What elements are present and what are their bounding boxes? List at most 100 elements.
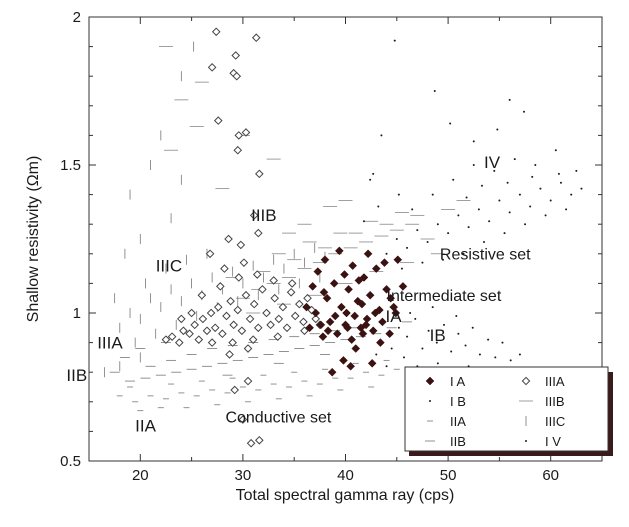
data-point-ia — [351, 344, 361, 353]
set-label: Resistive set — [440, 247, 531, 264]
data-point-ia — [344, 284, 353, 294]
data-point-ia — [308, 282, 318, 291]
data-point-iiia — [216, 282, 225, 291]
data-point-ib — [478, 353, 481, 356]
data-point-ia — [363, 249, 373, 259]
data-point-iiia — [234, 273, 244, 282]
legend-marker — [429, 400, 431, 402]
data-point-iiia — [245, 314, 255, 324]
data-point-iv — [467, 226, 470, 229]
data-point-iv — [544, 214, 547, 217]
legend-label: IIA — [450, 414, 466, 429]
data-point-iiia — [295, 299, 304, 309]
data-point-ia — [337, 302, 346, 312]
data-point-iv — [565, 208, 568, 211]
group-label: IB — [430, 326, 446, 345]
data-point-iiia — [194, 335, 204, 344]
data-point-iiia — [251, 33, 261, 43]
data-point-iv — [452, 178, 455, 181]
data-point-iv — [531, 175, 534, 178]
x-axis-title: Total spectral gamma ray (cps) — [236, 487, 455, 504]
data-point-iiia — [222, 311, 231, 321]
legend-label: IIIB — [545, 394, 565, 409]
x-tick-label: 40 — [337, 467, 354, 484]
data-point-ib — [409, 312, 412, 314]
data-point-iiia — [213, 302, 223, 312]
data-point-iv — [457, 214, 460, 217]
data-point-iiia — [205, 249, 215, 259]
data-point-ia — [398, 282, 408, 291]
data-point-ib — [518, 353, 521, 356]
legend-label: I B — [450, 394, 466, 409]
data-point-iiia — [220, 264, 229, 273]
data-point-ib — [436, 362, 439, 365]
data-point-ia — [330, 311, 340, 321]
data-point-ia — [329, 279, 339, 288]
data-point-iiia — [236, 240, 246, 250]
data-point-ia — [316, 320, 326, 330]
data-point-ia — [391, 308, 401, 318]
data-point-ib — [501, 341, 504, 344]
data-point-ia — [386, 293, 395, 303]
data-point-iv — [380, 134, 383, 137]
data-point-iv — [480, 184, 483, 187]
x-tick-label: 20 — [132, 467, 149, 484]
data-point-iiia — [197, 290, 207, 300]
data-point-iv — [508, 211, 511, 214]
data-point-ia — [343, 323, 352, 333]
group-label: IV — [484, 153, 501, 172]
data-point-ia — [347, 335, 357, 344]
data-point-iiia — [241, 290, 251, 300]
set-label: Intermediate set — [387, 288, 502, 305]
data-point-iv — [506, 181, 509, 184]
data-point-ib — [442, 323, 445, 326]
data-point-ia — [350, 311, 360, 321]
data-point-ib — [427, 329, 430, 332]
data-point-iv — [449, 122, 452, 125]
data-point-ia — [365, 290, 375, 300]
group-label: IA — [386, 307, 403, 326]
legend: I A I B IIA IIB IIIA IIIB IIIC I V — [404, 366, 613, 456]
data-point-iiia — [253, 323, 263, 333]
data-point-ia — [313, 267, 323, 276]
data-point-iiia — [262, 308, 271, 318]
data-point-iiia — [232, 71, 242, 81]
data-point-ia — [325, 317, 335, 327]
data-point-ia — [318, 332, 328, 342]
data-point-iiia — [179, 326, 188, 336]
data-point-iiia — [290, 311, 300, 321]
data-point-ia — [305, 323, 314, 333]
data-point-ia — [319, 287, 329, 297]
data-point-ia — [385, 329, 394, 339]
data-point-iiia — [218, 329, 227, 339]
data-point-iiia — [224, 234, 233, 244]
data-point-iv — [496, 128, 499, 131]
x-tick-label: 30 — [235, 467, 252, 484]
set-label: Conductive set — [225, 410, 331, 427]
data-point-iiia — [238, 415, 248, 424]
legend-label: IIIA — [545, 374, 565, 389]
data-point-ib — [406, 335, 409, 338]
data-point-iv — [441, 258, 444, 261]
data-point-iiia — [253, 228, 263, 238]
data-point-iv — [483, 240, 486, 243]
data-point-iiia — [243, 344, 253, 353]
group-label: IIIC — [156, 257, 182, 276]
data-point-iiia — [233, 145, 243, 155]
y-tick-label: 1 — [73, 305, 81, 322]
data-point-iiia — [185, 329, 194, 339]
data-point-ib — [457, 332, 460, 335]
data-point-iiia — [177, 314, 186, 324]
data-point-iv — [472, 164, 475, 166]
data-point-iv — [462, 252, 465, 255]
data-point-ib — [509, 359, 512, 362]
x-tick-label: 50 — [440, 467, 457, 484]
data-point-ib — [402, 356, 405, 359]
y-tick-label: 1.5 — [60, 157, 81, 174]
data-point-ib — [435, 341, 438, 344]
data-point-iv — [385, 252, 388, 255]
data-point-ia — [332, 329, 342, 339]
data-point-ib — [385, 365, 388, 368]
data-point-iiia — [237, 326, 247, 336]
